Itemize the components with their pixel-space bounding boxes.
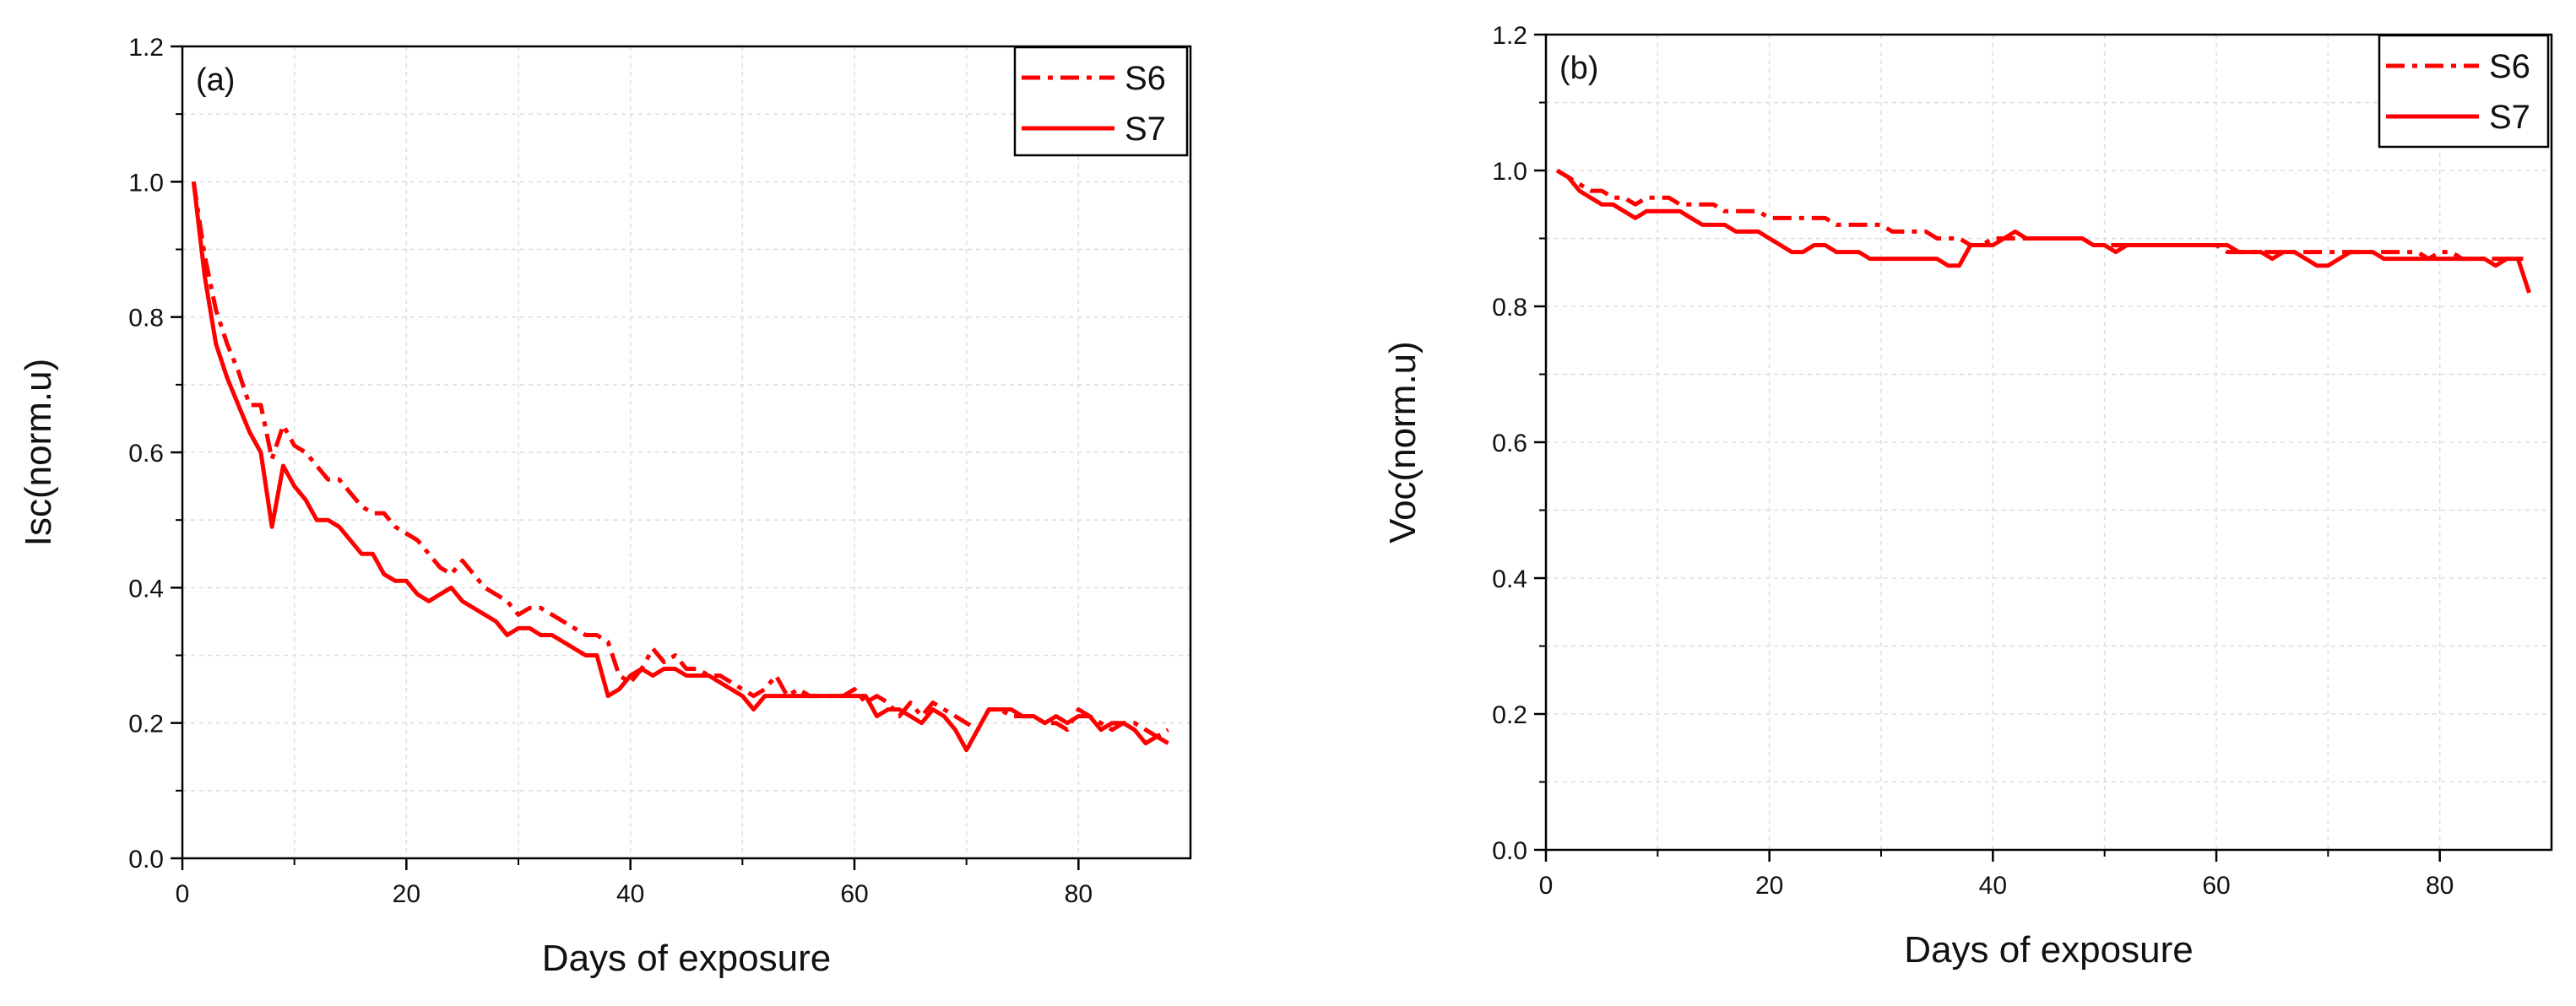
y-tick-label: 0.0 (128, 846, 164, 873)
y-tick-label: 1.0 (128, 169, 164, 197)
x-axis-title: Days of exposure (1904, 929, 2193, 971)
series-line-s7 (1555, 168, 2531, 294)
x-tick-label: 20 (393, 880, 420, 908)
y-tick-label: 0.2 (128, 711, 164, 738)
panel-label: (a) (196, 62, 235, 98)
legend-box (2378, 34, 2550, 149)
x-tick-label: 60 (840, 880, 868, 908)
legend-label-s7: S7 (2489, 99, 2530, 136)
y-axis-title: Isc(norm.u) (18, 359, 59, 546)
x-tick-label: 20 (1755, 872, 1783, 900)
x-axis-title: Days of exposure (542, 938, 831, 979)
y-tick-label: 0.6 (1492, 430, 1527, 457)
y-tick-label: 1.0 (1492, 158, 1527, 186)
x-tick-label: 0 (1539, 872, 1554, 900)
legend-label-s7: S7 (1125, 111, 1166, 148)
y-tick-label: 0.8 (128, 305, 164, 333)
x-tick-label: 60 (2202, 872, 2230, 900)
y-tick-label: 0.8 (1492, 294, 1527, 322)
grid (1546, 35, 2552, 850)
series-line-s7 (191, 181, 1169, 753)
x-tick-label: 40 (1979, 872, 2007, 900)
legend-label-s6: S6 (1125, 60, 1166, 97)
series-line-s6 (1555, 168, 2530, 262)
legend-label-s6: S6 (2489, 48, 2530, 85)
grid (182, 46, 1190, 858)
panel-a: 0.0 0.2 0.4 0.6 0.8 1.0 1.2 0 20 40 60 80 Days of ex… (18, 34, 1192, 979)
y-tick-label: 0.6 (128, 440, 164, 468)
series-line-s6 (191, 181, 1169, 739)
y-tick-label: 0.4 (1492, 565, 1527, 593)
legend-box (1013, 46, 1189, 157)
panel-b: 0.0 0.2 0.4 0.6 0.8 1.0 1.2 0 20 40 60 80 Days of ex… (1382, 22, 2553, 971)
y-tick-label: 0.0 (1492, 837, 1527, 865)
x-tick-label: 40 (616, 880, 644, 908)
x-tick-label: 0 (176, 880, 190, 908)
x-tick-label: 80 (2426, 872, 2454, 900)
y-tick-label: 0.2 (1492, 701, 1527, 729)
panel-label: (b) (1559, 51, 1598, 86)
x-tick-label: 80 (1065, 880, 1093, 908)
y-tick-label: 0.4 (128, 575, 164, 603)
y-tick-label: 1.2 (1492, 22, 1527, 50)
y-axis-title: Voc(norm.u) (1382, 341, 1424, 544)
y-tick-label: 1.2 (128, 34, 164, 62)
